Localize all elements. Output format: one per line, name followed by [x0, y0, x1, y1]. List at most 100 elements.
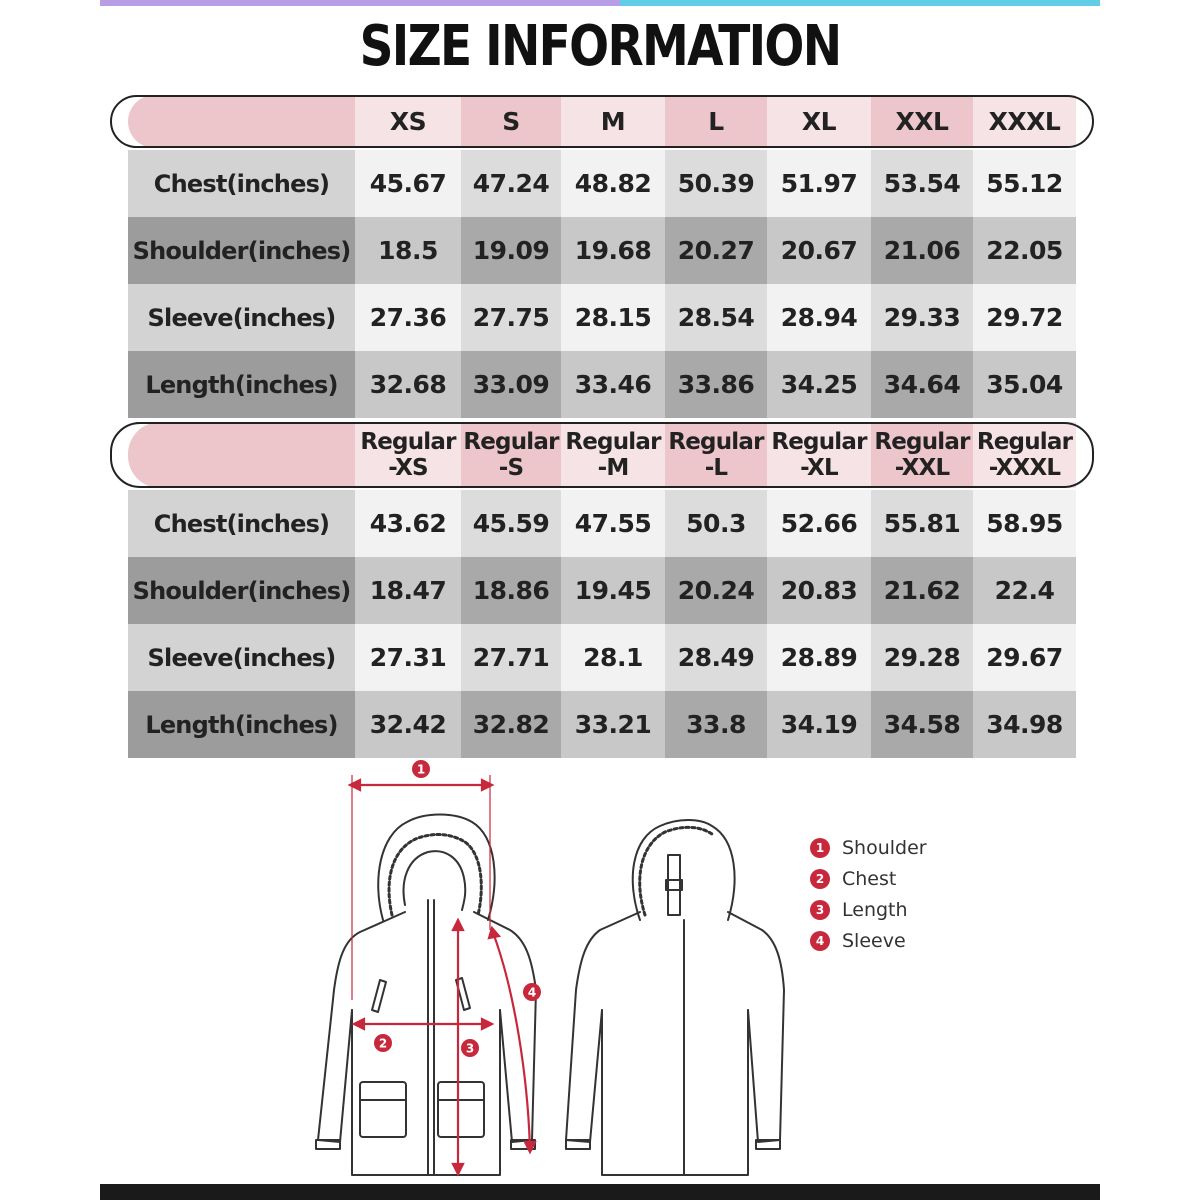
- table-cell: 18.86: [461, 557, 561, 624]
- table-cell: 34.64: [871, 351, 973, 418]
- table-cell: 20.83: [767, 557, 871, 624]
- jacket-measurement-diagram: 1 2 3 4: [315, 760, 785, 1177]
- table-cell: 18.5: [355, 217, 461, 284]
- table-cell: 27.31: [355, 624, 461, 691]
- table-row-shoulder: Shoulder(inches) 18.47 18.86 19.45 20.24…: [128, 557, 1076, 624]
- table-cell: 19.09: [461, 217, 561, 284]
- table-cell: 43.62: [355, 490, 461, 557]
- size-header-line2: -XXL: [894, 455, 950, 481]
- row-label: Length(inches): [128, 351, 355, 418]
- size-header-line1: Regular: [360, 429, 456, 455]
- table-cell: 28.54: [665, 284, 767, 351]
- marker-1-icon: 1: [412, 760, 430, 778]
- size-header-xxl: XXL: [871, 95, 973, 148]
- table-row-length: Length(inches) 32.42 32.82 33.21 33.8 34…: [128, 691, 1076, 758]
- table-cell: 27.36: [355, 284, 461, 351]
- size-header-m: M: [561, 95, 665, 148]
- table-cell: 19.45: [561, 557, 665, 624]
- size-header-regular-xxl: Regular -XXL: [871, 422, 973, 488]
- table-cell: 53.54: [871, 150, 973, 217]
- table-row-chest: Chest(inches) 43.62 45.59 47.55 50.3 52.…: [128, 490, 1076, 557]
- table-cell: 48.82: [561, 150, 665, 217]
- table-cell: 33.8: [665, 691, 767, 758]
- marker-2-icon: 2: [374, 1034, 392, 1052]
- legend-label: Shoulder: [842, 836, 927, 859]
- size-header-xl: XL: [767, 95, 871, 148]
- marker-number: 1: [417, 763, 425, 777]
- marker-4-icon: 4: [523, 983, 541, 1001]
- marker-number: 4: [528, 986, 536, 1000]
- table-row-shoulder: Shoulder(inches) 18.5 19.09 19.68 20.27 …: [128, 217, 1076, 284]
- table-cell: 47.24: [461, 150, 561, 217]
- table-cell: 50.39: [665, 150, 767, 217]
- jacket-back-icon: [565, 819, 785, 1176]
- table-cell: 34.58: [871, 691, 973, 758]
- legend-label: Length: [842, 898, 908, 921]
- size-header-regular-xxxl: Regular -XXXL: [973, 422, 1076, 488]
- table-cell: 28.49: [665, 624, 767, 691]
- row-label: Chest(inches): [128, 150, 355, 217]
- table-cell: 52.66: [767, 490, 871, 557]
- legend-item-sleeve: 4 Sleeve: [810, 925, 927, 956]
- table-cell: 29.67: [973, 624, 1076, 691]
- table-cell: 28.89: [767, 624, 871, 691]
- table-cell: 32.82: [461, 691, 561, 758]
- size-header-line1: Regular: [874, 429, 970, 455]
- table-cell: 33.21: [561, 691, 665, 758]
- header-label-cell: [128, 95, 355, 148]
- row-label: Length(inches): [128, 691, 355, 758]
- size-header-row: Regular -XS Regular -S Regular -M Regula…: [128, 422, 1076, 488]
- table-cell: 32.68: [355, 351, 461, 418]
- size-header-line2: -L: [704, 455, 728, 481]
- legend-number-icon: 1: [810, 837, 830, 858]
- size-header-s: S: [461, 95, 561, 148]
- table-cell: 55.12: [973, 150, 1076, 217]
- marker-number: 2: [379, 1037, 387, 1051]
- measurement-lines: [347, 775, 537, 1177]
- row-label: Shoulder(inches): [128, 217, 355, 284]
- size-header-line1: Regular: [565, 429, 661, 455]
- size-header-regular-s: Regular -S: [461, 422, 561, 488]
- table-cell: 58.95: [973, 490, 1076, 557]
- legend-label: Sleeve: [842, 929, 906, 952]
- top-accent-bar-purple: [100, 0, 620, 6]
- table-cell: 34.19: [767, 691, 871, 758]
- row-label: Sleeve(inches): [128, 624, 355, 691]
- size-table-standard: XS S M L XL XXL XXXL Chest(inches) 45.67…: [110, 95, 1094, 418]
- table-cell: 45.67: [355, 150, 461, 217]
- size-table-regular: Regular -XS Regular -S Regular -M Regula…: [110, 422, 1094, 758]
- size-header-line1: Regular: [463, 429, 559, 455]
- table-cell: 32.42: [355, 691, 461, 758]
- size-header-l: L: [665, 95, 767, 148]
- marker-number: 3: [466, 1042, 474, 1056]
- table-cell: 22.4: [973, 557, 1076, 624]
- table-cell: 29.72: [973, 284, 1076, 351]
- measurement-legend: 1 Shoulder 2 Chest 3 Length 4 Sleeve: [810, 832, 927, 956]
- table-cell: 28.1: [561, 624, 665, 691]
- marker-3-icon: 3: [461, 1039, 479, 1057]
- size-header-regular-xs: Regular -XS: [355, 422, 461, 488]
- size-header-line1: Regular: [668, 429, 764, 455]
- table-cell: 51.97: [767, 150, 871, 217]
- diagram-markers: 1 2 3 4: [374, 760, 541, 1057]
- table-cell: 28.94: [767, 284, 871, 351]
- page-title: SIZE INFORMATION: [359, 14, 843, 79]
- legend-item-length: 3 Length: [810, 894, 927, 925]
- table-cell: 18.47: [355, 557, 461, 624]
- table-cell: 35.04: [973, 351, 1076, 418]
- size-header-regular-xl: Regular -XL: [767, 422, 871, 488]
- size-header-line2: -XS: [388, 455, 428, 481]
- legend-item-shoulder: 1 Shoulder: [810, 832, 927, 863]
- table-cell: 20.24: [665, 557, 767, 624]
- table-cell: 29.28: [871, 624, 973, 691]
- table-row-sleeve: Sleeve(inches) 27.31 27.71 28.1 28.49 28…: [128, 624, 1076, 691]
- table-cell: 55.81: [871, 490, 973, 557]
- legend-item-chest: 2 Chest: [810, 863, 927, 894]
- table-row-chest: Chest(inches) 45.67 47.24 48.82 50.39 51…: [128, 150, 1076, 217]
- table-row-sleeve: Sleeve(inches) 27.36 27.75 28.15 28.54 2…: [128, 284, 1076, 351]
- table-cell: 33.46: [561, 351, 665, 418]
- jacket-front-icon: [315, 813, 537, 1176]
- bottom-bar: [100, 1184, 1100, 1200]
- size-header-regular-m: Regular -M: [561, 422, 665, 488]
- size-header-line2: -XXXL: [988, 455, 1061, 481]
